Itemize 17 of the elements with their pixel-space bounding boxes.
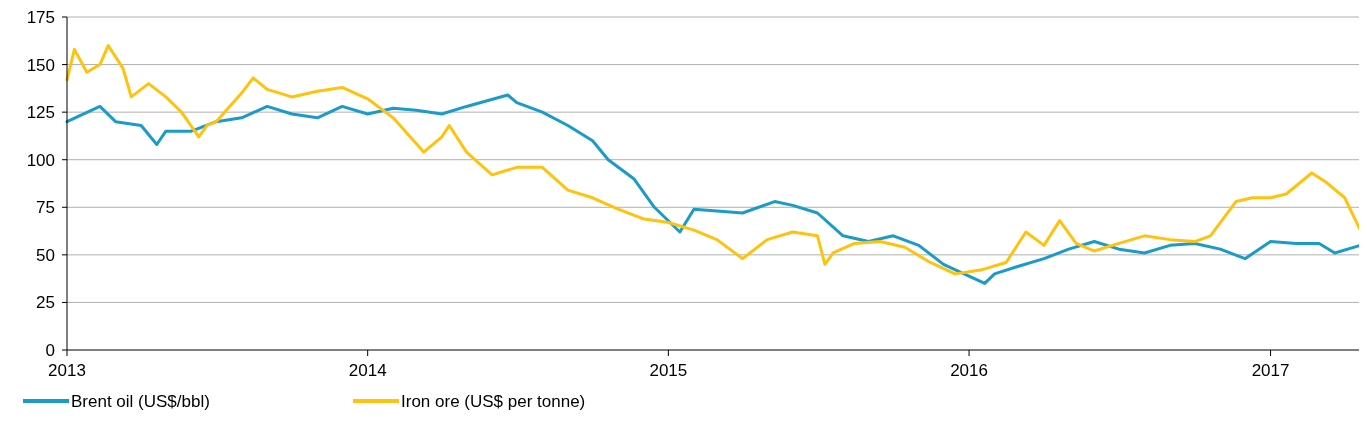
y-tick-label: 75: [36, 198, 55, 218]
y-tick-label: 50: [36, 245, 55, 265]
y-tick-label: 125: [26, 103, 55, 123]
line-series: [65, 93, 1359, 285]
y-tick-label: 100: [26, 150, 55, 170]
x-tick-label: 2013: [48, 361, 86, 380]
x-tick-label: 2016: [950, 361, 988, 380]
x-tick-label: 2015: [649, 361, 688, 380]
y-tick-label: 25: [36, 293, 55, 313]
x-tick-label: 2014: [348, 361, 387, 380]
y-tick-label: 150: [26, 55, 55, 75]
legend-label: Brent oil (US$/bbl): [71, 391, 210, 411]
y-tick-label: 0: [45, 340, 55, 360]
line-series: [65, 44, 1359, 276]
y-tick-label: 175: [26, 7, 55, 27]
x-tick-label: 2017: [1251, 361, 1290, 380]
legend-label: Iron ore (US$ per tonne): [401, 391, 586, 411]
